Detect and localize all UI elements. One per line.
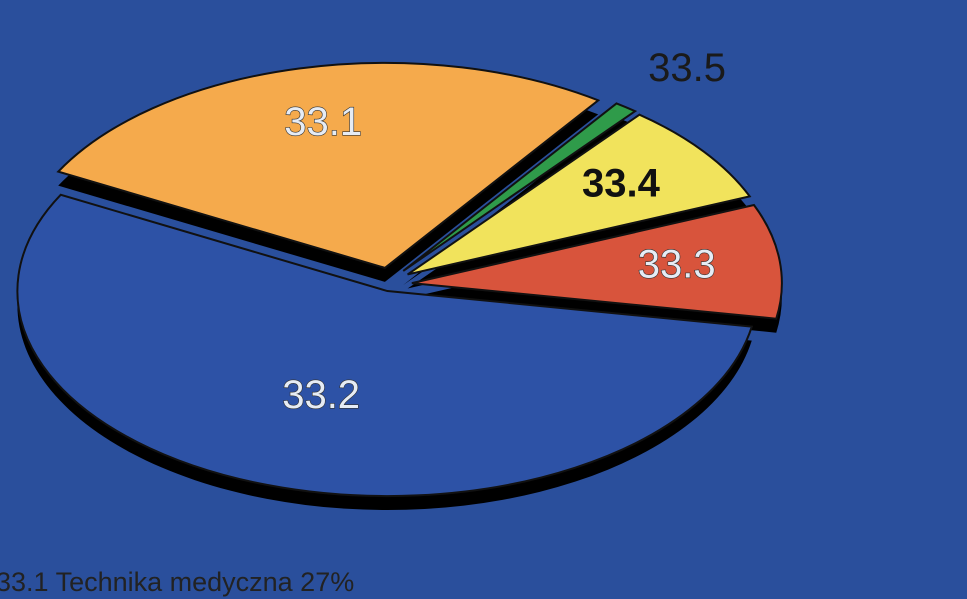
slice — [402, 102, 638, 272]
slice-label: 33.3 — [638, 243, 716, 287]
annotation: 33.1 Technika medyczna 27% — [0, 567, 354, 597]
slice — [16, 193, 754, 498]
slice — [411, 203, 783, 320]
slice — [56, 61, 601, 269]
slice-label: 33.1 — [284, 100, 362, 144]
slice — [407, 113, 752, 276]
pie: 33.2 33.1 33.5 33.4 33.3 — [16, 46, 783, 511]
slice-label: 33.5 — [648, 46, 726, 90]
slice-label: 33.4 — [582, 162, 661, 206]
slice-label: 33.2 — [282, 373, 360, 417]
